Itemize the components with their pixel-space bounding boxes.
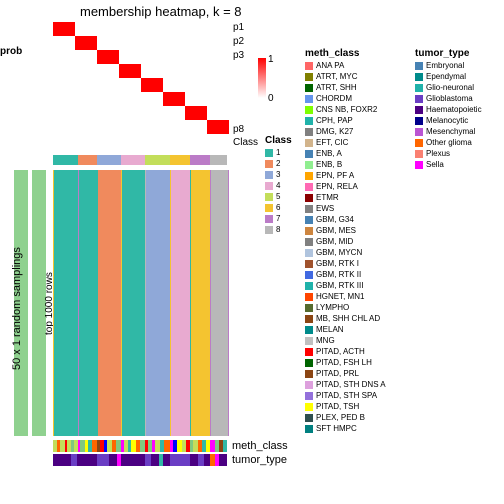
- chart-title: membership heatmap, k = 8: [80, 4, 242, 19]
- class-bar: [53, 155, 227, 165]
- prob-label: prob: [0, 46, 22, 57]
- legend-tumor-title: tumor_type: [415, 48, 469, 59]
- class-bar-label: Class: [233, 137, 258, 148]
- legend-meth-title: meth_class: [305, 48, 359, 59]
- p8-label: p8: [233, 124, 244, 135]
- tumor-type-label: tumor_type: [232, 454, 287, 466]
- meth-class-label: meth_class: [232, 440, 288, 452]
- legend-class-title: Class: [265, 135, 292, 146]
- ylabel-outer: 50 x 1 random samplings: [11, 247, 23, 370]
- prob-tick-1: 1: [268, 54, 274, 65]
- prob-tick-0: 0: [268, 93, 274, 104]
- prob-gradient: [258, 58, 266, 98]
